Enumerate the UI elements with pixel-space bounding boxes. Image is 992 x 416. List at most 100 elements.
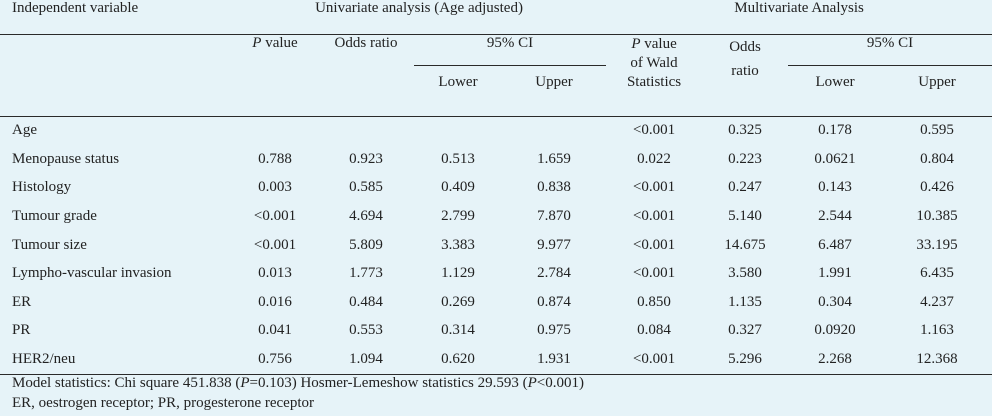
row-label: ER — [12, 293, 32, 310]
header-multi-lower: Lower — [788, 65, 883, 117]
table-row: Lympho-vascular invasion 0.013 1.773 1.129 2… — [0, 259, 992, 288]
cell-uni-or: 0.923 — [349, 150, 383, 167]
cell-multi-lower: 0.178 — [818, 122, 852, 139]
cell-multi-lower: 0.304 — [818, 293, 852, 310]
table-body: Age <0.001 0.325 0.178 0.595 Menopause status… — [0, 116, 992, 375]
cell-uni-or: 1.773 — [349, 265, 383, 282]
cell-uni-upper — [502, 116, 606, 145]
cell-multi-p: 0.022 — [637, 150, 671, 167]
cell-multi-or: 0.247 — [728, 179, 762, 196]
cell-multi-p: <0.001 — [632, 265, 676, 282]
cell-uni-lower: 0.620 — [414, 345, 502, 375]
abbreviations-note: ER, oestrogen receptor; PR, progesterone… — [12, 395, 314, 411]
cell-uni-p: <0.001 — [253, 236, 297, 253]
cell-uni-lower — [414, 116, 502, 145]
table-row: Tumour size <0.001 5.809 3.383 9.977 <0.001 14… — [0, 231, 992, 260]
table-row: HER2/neu 0.756 1.094 0.620 1.931 <0.001 5.296 2… — [0, 345, 992, 375]
cell-multi-or: 1.135 — [728, 293, 762, 310]
cell-uni-or: 5.809 — [349, 236, 383, 253]
table-footnotes: Model statistics: Chi square 451.838 (P=… — [12, 373, 584, 413]
cell-multi-upper: 4.237 — [920, 293, 954, 310]
cell-uni-lower: 0.314 — [441, 322, 475, 339]
cell-multi-p: <0.001 — [632, 179, 676, 196]
header-multi-p-wald: P value of Wald Statistics — [606, 33, 703, 117]
cell-uni-or — [318, 116, 414, 145]
cell-multi-or: 14.675 — [724, 236, 766, 253]
row-label: Tumour grade — [12, 208, 97, 225]
cell-multi-upper: 6.435 — [920, 265, 954, 282]
cell-multi-or: 0.327 — [728, 322, 762, 339]
cell-uni-lower: 3.383 — [441, 236, 475, 253]
cell-uni-p: 0.756 — [232, 345, 318, 375]
cell-multi-or: 0.223 — [728, 150, 762, 167]
header-multi-upper: Upper — [882, 65, 992, 117]
cell-uni-p: 0.788 — [258, 150, 292, 167]
cell-multi-or: 3.580 — [728, 265, 762, 282]
table-row: Menopause status 0.788 0.923 0.513 1.659 0.02… — [0, 145, 992, 174]
cell-multi-p: <0.001 — [632, 208, 676, 225]
cell-uni-upper: 0.874 — [537, 293, 571, 310]
cell-uni-or: 0.484 — [349, 293, 383, 310]
cell-multi-lower: 6.487 — [818, 236, 852, 253]
cell-uni-or: 4.694 — [349, 208, 383, 225]
cell-uni-upper: 2.784 — [537, 265, 571, 282]
cell-multi-p: 0.850 — [637, 293, 671, 310]
header-multivariate-group: Multivariate Analysis — [734, 0, 864, 16]
cell-multi-lower: 0.0920 — [814, 322, 856, 339]
table-row: PR 0.041 0.553 0.314 0.975 0.084 0.327 0.0920 1.… — [0, 317, 992, 346]
row-label: Age — [12, 122, 37, 139]
header-uni-ci: 95% CI — [414, 33, 607, 66]
cell-multi-upper: 0.426 — [920, 179, 954, 196]
header-uni-odds-ratio: Odds ratio — [318, 33, 414, 65]
cell-uni-or: 1.094 — [318, 345, 414, 375]
header-uni-p-value: P value — [232, 33, 318, 65]
cell-uni-lower: 0.409 — [441, 179, 475, 196]
cell-uni-p: 0.013 — [258, 265, 292, 282]
cell-multi-upper: 33.195 — [916, 236, 958, 253]
header-independent-variable: Independent variable — [12, 0, 139, 16]
cell-multi-upper: 0.804 — [920, 150, 954, 167]
p-italic: P — [252, 34, 262, 51]
table-row: Histology 0.003 0.585 0.409 0.838 <0.001 0.247… — [0, 174, 992, 203]
cell-multi-lower: 1.991 — [818, 265, 852, 282]
cell-uni-p — [232, 116, 318, 145]
model-statistics-note: Model statistics: Chi square 451.838 (P=… — [12, 375, 584, 391]
table-row: ER 0.016 0.484 0.269 0.874 0.850 1.135 0.304 4.2… — [0, 288, 992, 317]
cell-uni-p: 0.003 — [258, 179, 292, 196]
cell-uni-upper: 9.977 — [537, 236, 571, 253]
cell-multi-lower: 2.268 — [788, 345, 883, 375]
cell-uni-upper: 1.931 — [502, 345, 607, 375]
cell-uni-lower: 0.269 — [441, 293, 475, 310]
header-multi-odds-ratio: Odds ratio — [702, 33, 789, 117]
header-uni-lower: Lower — [414, 65, 502, 117]
cell-multi-or: 0.325 — [728, 122, 762, 139]
cell-uni-upper: 1.659 — [537, 150, 571, 167]
header-univariate-group: Univariate analysis (Age adjusted) — [315, 0, 523, 16]
cell-uni-upper: 0.975 — [537, 322, 571, 339]
cell-uni-lower: 1.129 — [441, 265, 475, 282]
cell-multi-upper: 10.385 — [916, 208, 958, 225]
cell-multi-lower: 0.0621 — [814, 150, 856, 167]
cell-uni-lower: 0.513 — [441, 150, 475, 167]
header-uni-upper: Upper — [502, 65, 607, 117]
cell-multi-lower: 0.143 — [818, 179, 852, 196]
cell-uni-or: 0.585 — [349, 179, 383, 196]
row-label: Menopause status — [12, 150, 120, 167]
table-row: Age <0.001 0.325 0.178 0.595 — [0, 116, 992, 145]
table-row: Tumour grade <0.001 4.694 2.799 7.870 <0.001 5… — [0, 202, 992, 231]
cell-multi-upper: 0.595 — [920, 122, 954, 139]
cell-multi-lower: 2.544 — [818, 208, 852, 225]
cell-multi-p: 0.084 — [637, 322, 671, 339]
cell-multi-or: 5.296 — [702, 345, 789, 375]
cell-multi-p: <0.001 — [632, 236, 676, 253]
cell-uni-upper: 7.870 — [537, 208, 571, 225]
cell-uni-p: <0.001 — [253, 208, 297, 225]
cell-uni-upper: 0.838 — [537, 179, 571, 196]
cell-multi-p: <0.001 — [632, 122, 676, 139]
row-label: HER2/neu — [0, 345, 232, 375]
cell-multi-upper: 1.163 — [920, 322, 954, 339]
row-label: Tumour size — [12, 236, 87, 253]
cell-multi-or: 5.140 — [728, 208, 762, 225]
cell-multi-p: <0.001 — [606, 345, 703, 375]
